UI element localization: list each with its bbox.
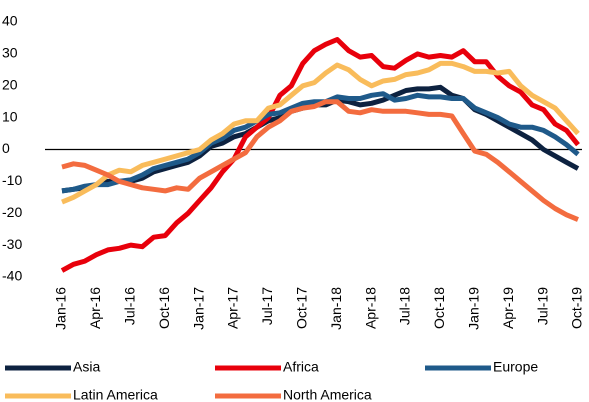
x-tick-label: Jul-17 xyxy=(259,287,275,325)
x-tick-label: Jul-16 xyxy=(122,287,138,325)
x-tick-label: Oct-19 xyxy=(569,287,585,329)
y-tick-label: 40 xyxy=(2,13,18,29)
x-tick-label: Apr-17 xyxy=(225,287,241,329)
x-tick-label: Apr-16 xyxy=(87,287,103,329)
y-tick-label: 0 xyxy=(2,140,10,156)
x-tick-label: Oct-18 xyxy=(431,287,447,329)
y-tick-label: 30 xyxy=(2,45,18,61)
x-tick-label: Apr-18 xyxy=(362,287,378,329)
legend-label: Asia xyxy=(73,359,100,375)
x-tick-label: Oct-16 xyxy=(156,287,172,329)
x-tick-label: Jan-16 xyxy=(53,287,69,330)
x-tick-label: Jan-17 xyxy=(190,287,206,330)
series-line xyxy=(61,99,579,222)
y-tick-label: 20 xyxy=(2,76,18,92)
series-line xyxy=(60,37,580,273)
legend-label: Africa xyxy=(283,359,319,375)
x-tick-label: Jul-19 xyxy=(534,287,550,325)
y-tick-label: 10 xyxy=(2,108,18,124)
series-line xyxy=(61,91,580,194)
x-tick-label: Apr-19 xyxy=(500,287,516,329)
x-tick-label: Jan-19 xyxy=(466,287,482,330)
x-tick-label: Jan-18 xyxy=(328,287,344,330)
y-tick-label: -20 xyxy=(2,204,22,220)
y-tick-label: -40 xyxy=(2,268,22,284)
y-tick-label: -10 xyxy=(2,172,22,188)
x-tick-label: Oct-17 xyxy=(294,287,310,329)
series-line xyxy=(61,60,580,205)
legend-label: North America xyxy=(283,387,372,402)
y-tick-label: -30 xyxy=(2,236,22,252)
x-tick-label: Jul-18 xyxy=(397,287,413,325)
legend-label: Europe xyxy=(493,359,538,375)
legend-label: Latin America xyxy=(73,387,158,402)
